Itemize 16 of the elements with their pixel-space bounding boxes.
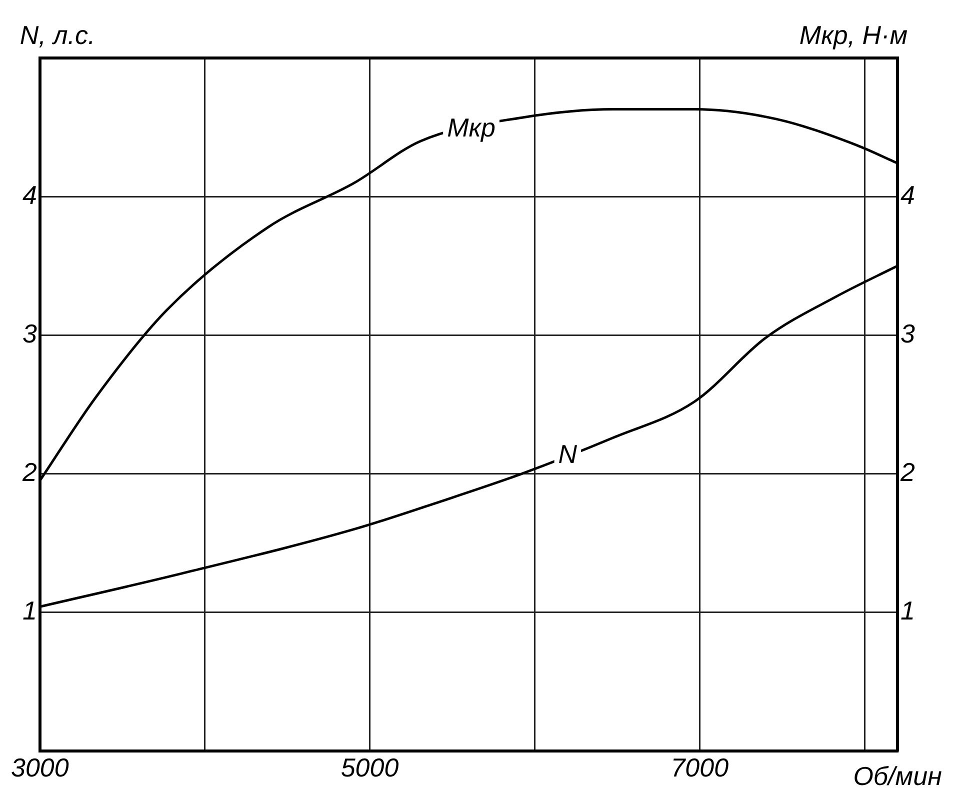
y-tick-label: 3 (22, 318, 38, 348)
y-tick-label: 1 (22, 595, 37, 626)
y-axis-title: N, л.с. (20, 20, 96, 50)
x-tick-label: 5000 (340, 752, 400, 783)
y-tick-label: 4 (22, 180, 37, 210)
y2-tick-label: 2 (900, 456, 916, 487)
y2-tick-label: 1 (900, 595, 916, 626)
y-tick-label: 2 (21, 456, 38, 487)
x-axis-title: Об/мин (853, 761, 942, 792)
x-tick-label: 3000 (11, 752, 70, 783)
series-label: N (558, 438, 578, 469)
series-label: Мкр (447, 112, 496, 143)
y2-tick-label: 3 (900, 318, 916, 348)
x-tick-label: 7000 (670, 752, 730, 783)
y2-axis-title: Мкр, Н·м (799, 20, 908, 50)
y2-tick-label: 4 (900, 180, 916, 210)
